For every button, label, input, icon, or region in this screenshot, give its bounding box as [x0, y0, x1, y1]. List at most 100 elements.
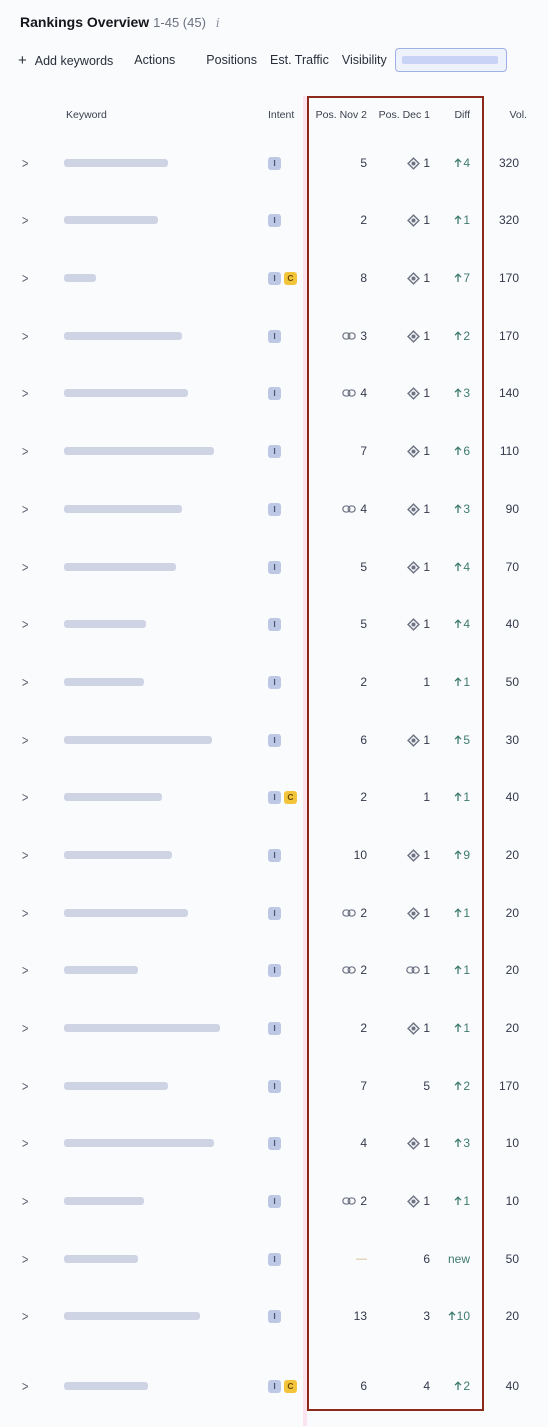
diff-value: 9	[463, 848, 470, 862]
serp-feature-icon	[407, 1194, 421, 1208]
keyword-cell[interactable]	[64, 604, 146, 644]
chevron-right-icon[interactable]: >	[21, 732, 29, 748]
tab-positions[interactable]: Positions	[206, 53, 258, 67]
keyword-cell[interactable]	[64, 835, 172, 875]
position-value: 1	[423, 963, 430, 977]
table-row[interactable]: > I 2 1 1 320	[0, 200, 548, 240]
keyword-cell[interactable]	[64, 200, 158, 240]
chevron-right-icon[interactable]: >	[21, 501, 29, 517]
keyword-cell[interactable]	[64, 431, 214, 471]
table-row[interactable]: > I C 6 4 2 40	[0, 1366, 548, 1406]
volume-cell: 70	[505, 560, 519, 574]
chevron-right-icon[interactable]: >	[21, 1378, 29, 1394]
arrow-up-icon	[454, 388, 462, 398]
diff-cell: 1	[454, 893, 470, 933]
diff-cell: 1	[454, 1181, 470, 1221]
column-header-keyword[interactable]: Keyword	[66, 109, 107, 121]
chevron-right-icon[interactable]: >	[21, 270, 29, 286]
intent-badge: C	[284, 271, 297, 285]
column-header-pos-dec[interactable]: Pos. Dec 1	[378, 109, 430, 121]
diff-value: 5	[463, 733, 470, 747]
keyword-cell[interactable]	[64, 489, 182, 529]
chevron-right-icon[interactable]: >	[21, 616, 29, 632]
chevron-right-icon[interactable]: >	[21, 1078, 29, 1094]
table-row[interactable]: > I 5 1 4 320	[0, 143, 548, 183]
chevron-right-icon[interactable]: >	[21, 443, 29, 459]
keyword-cell[interactable]	[64, 1181, 144, 1221]
position-value: 1	[423, 733, 430, 747]
chevron-right-icon[interactable]: >	[21, 1193, 29, 1209]
keyword-cell[interactable]	[64, 662, 144, 702]
chevron-right-icon[interactable]: >	[21, 212, 29, 228]
tab-visibility[interactable]: Visibility	[341, 53, 387, 67]
keyword-cell[interactable]	[64, 547, 176, 587]
position-dec-cell: 6	[423, 1239, 430, 1279]
table-row[interactable]: > I — 6 new 50	[0, 1239, 548, 1279]
redacted-keyword	[64, 447, 214, 455]
keyword-cell[interactable]	[64, 1066, 168, 1106]
keyword-cell[interactable]	[64, 1239, 138, 1279]
serp-feature-icon	[407, 1021, 421, 1035]
chevron-right-icon[interactable]: >	[21, 385, 29, 401]
volume-cell: 110	[499, 444, 519, 458]
chevron-right-icon[interactable]: >	[21, 905, 29, 921]
link-icon	[342, 331, 357, 341]
chevron-right-icon[interactable]: >	[21, 328, 29, 344]
info-icon[interactable]: i	[215, 16, 220, 30]
keyword-cell[interactable]	[64, 1008, 220, 1048]
table-row[interactable]: > I 5 1 4 70	[0, 547, 548, 587]
table-row[interactable]: > I 2 1 1 50	[0, 662, 548, 702]
keyword-cell[interactable]	[64, 258, 96, 298]
tab-est-traffic[interactable]: Est. Traffic	[270, 53, 329, 67]
chevron-right-icon[interactable]: >	[21, 1251, 29, 1267]
chevron-right-icon[interactable]: >	[21, 1020, 29, 1036]
table-row[interactable]: > I 2 1 1 20	[0, 950, 548, 990]
column-header-diff[interactable]: Diff	[454, 109, 470, 121]
table-row[interactable]: > I 6 1 5 30	[0, 720, 548, 760]
chevron-right-icon[interactable]: >	[21, 1308, 29, 1324]
add-keywords-button[interactable]: + Add keywords	[18, 52, 113, 69]
column-header-vol[interactable]: Vol.	[509, 109, 527, 121]
table-row[interactable]: > I 7 1 6 110	[0, 431, 548, 471]
keyword-cell[interactable]	[64, 777, 162, 817]
keyword-cell[interactable]	[64, 950, 138, 990]
keyword-cell[interactable]	[64, 893, 188, 933]
keyword-cell[interactable]	[64, 316, 182, 356]
chevron-right-icon[interactable]: >	[21, 559, 29, 575]
table-row[interactable]: > I 4 1 3 140	[0, 373, 548, 413]
table-row[interactable]: > I C 2 1 1 40	[0, 777, 548, 817]
keyword-cell[interactable]	[64, 720, 212, 760]
keyword-cell[interactable]	[64, 1123, 214, 1163]
table-row[interactable]: > I 2 1 1 10	[0, 1181, 548, 1221]
redacted-keyword	[64, 332, 182, 340]
table-row[interactable]: > I 5 1 4 40	[0, 604, 548, 644]
position-value: 1	[423, 675, 430, 689]
table-row[interactable]: > I 4 1 3 90	[0, 489, 548, 529]
keyword-cell[interactable]	[64, 373, 188, 413]
column-header-pos-nov[interactable]: Pos. Nov 2	[315, 109, 367, 121]
table-row[interactable]: > I 10 1 9 20	[0, 835, 548, 875]
diff-value: 1	[463, 675, 470, 689]
chevron-right-icon[interactable]: >	[21, 155, 29, 171]
position-nov-cell: 5	[360, 547, 367, 587]
position-value: 4	[423, 1379, 430, 1393]
chevron-right-icon[interactable]: >	[21, 674, 29, 690]
chevron-right-icon[interactable]: >	[21, 847, 29, 863]
actions-button[interactable]: Actions	[134, 53, 176, 67]
table-row[interactable]: > I 2 1 1 20	[0, 1008, 548, 1048]
table-row[interactable]: > I 13 3 10 20	[0, 1296, 548, 1336]
chevron-right-icon[interactable]: >	[21, 962, 29, 978]
table-row[interactable]: > I 7 5 2 170	[0, 1066, 548, 1106]
table-row[interactable]: > I 4 1 3 10	[0, 1123, 548, 1163]
chevron-right-icon[interactable]: >	[21, 1135, 29, 1151]
column-header-intent[interactable]: Intent	[268, 109, 295, 121]
keyword-cell[interactable]	[64, 1366, 148, 1406]
intent-cell: I	[268, 489, 281, 529]
table-row[interactable]: > I C 8 1 7 170	[0, 258, 548, 298]
keyword-cell[interactable]	[64, 1296, 200, 1336]
chevron-right-icon[interactable]: >	[21, 789, 29, 805]
filter-input[interactable]	[394, 48, 507, 72]
table-row[interactable]: > I 2 1 1 20	[0, 893, 548, 933]
table-row[interactable]: > I 3 1 2 170	[0, 316, 548, 356]
keyword-cell[interactable]	[64, 143, 168, 183]
